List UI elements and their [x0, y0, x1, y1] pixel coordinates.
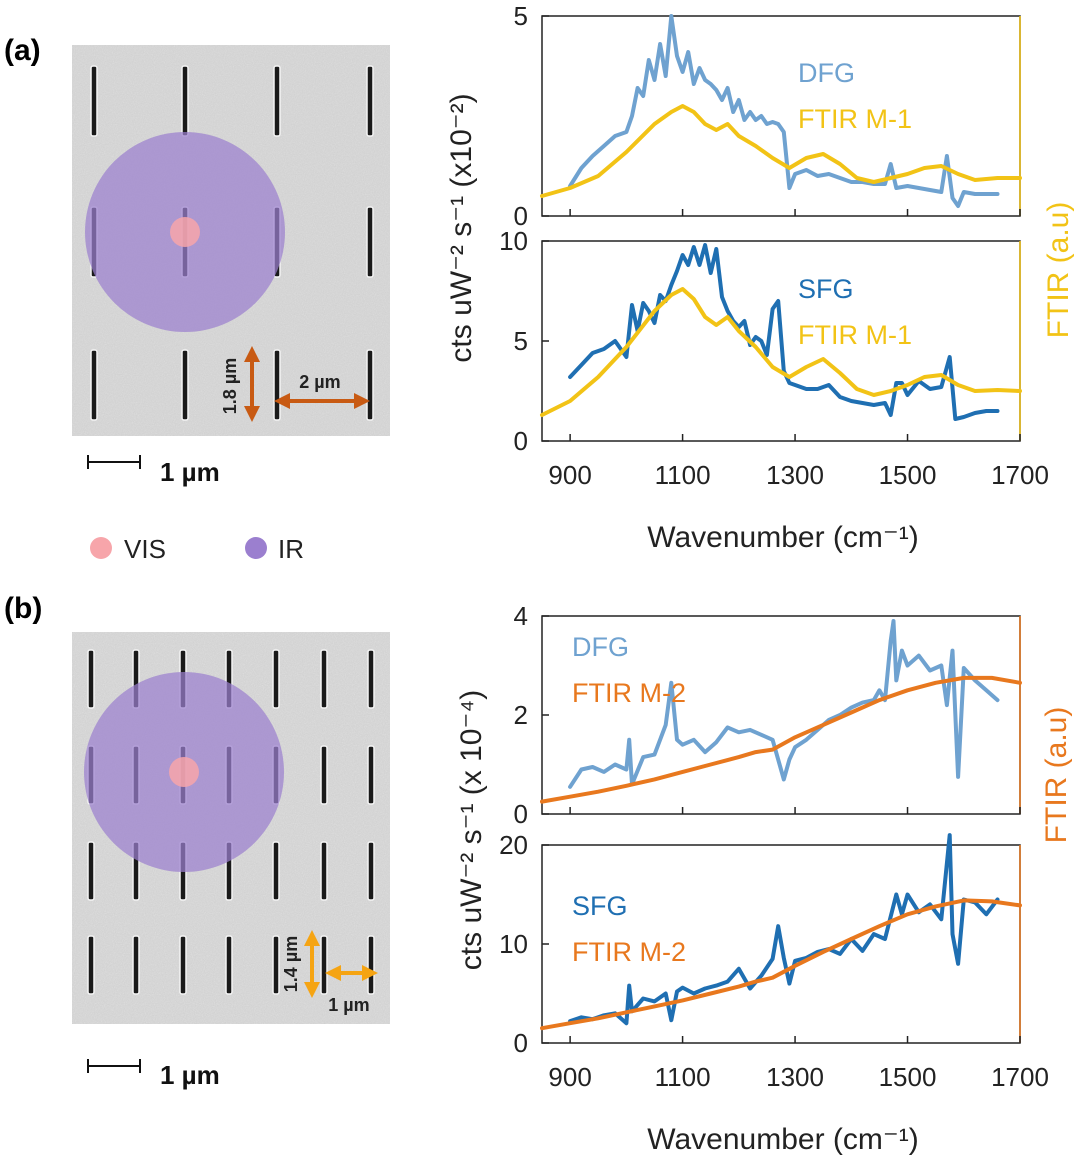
nanoslot [320, 745, 328, 805]
legend-entry-ftir-m-1: FTIR M-1 [798, 320, 912, 350]
chart-b-top: 0 2 4 DFG FTIR M-2 [514, 601, 1022, 829]
series-line-ftir-m-1 [540, 104, 1022, 198]
x-tick-label: 900 [548, 1062, 591, 1092]
series-line-sfg [568, 243, 1000, 421]
ir-key-dot [245, 537, 267, 559]
nanoslot [366, 206, 374, 278]
nanoslot [273, 65, 281, 137]
nanoslot [273, 349, 281, 421]
sem-image-a: 1.8 µm 2 µm [72, 45, 390, 436]
y-tick-label: 5 [514, 1, 528, 31]
x-tick-label: 1300 [766, 1062, 824, 1092]
nanoslot [272, 841, 280, 901]
x-tick-label: 1300 [766, 460, 824, 490]
nanoslot [90, 65, 98, 137]
nanoslot [367, 745, 375, 805]
y-tick-label: 0 [514, 1028, 528, 1058]
nanoslot [272, 649, 280, 709]
nanoslot [90, 349, 98, 421]
nanoslot [367, 935, 375, 995]
sem-image-b: 1.4 µm 1 µm [72, 632, 390, 1024]
series-line-ftir-m-2 [540, 675, 1022, 804]
series-line-dfg [568, 14, 1000, 208]
y-tick-label: 4 [514, 601, 528, 631]
y-tick-label: 0 [514, 799, 528, 829]
nanoslot [87, 649, 95, 709]
panel-b-label: (b) [4, 592, 42, 625]
y-tick-label: 5 [514, 326, 528, 356]
y-tick-label: 20 [499, 830, 528, 860]
nanoslot [87, 841, 95, 901]
x-tick-label: 900 [548, 460, 591, 490]
dimension-label-horizontal: 2 µm [299, 372, 340, 392]
legend-entry-ftir-m-1: FTIR M-1 [798, 104, 912, 134]
panel-a-label: (a) [4, 34, 41, 67]
legend-entry-dfg: DFG [798, 58, 855, 88]
nanoslot [367, 841, 375, 901]
chart-a-top-frame [541, 15, 1021, 217]
y-tick-label: 0 [514, 201, 528, 231]
vis-spot [170, 217, 200, 247]
series-line-ftir-m-1 [540, 287, 1022, 417]
nanoslot [179, 935, 187, 995]
nanoslot [366, 65, 374, 137]
series-line-ftir-m-2 [540, 898, 1022, 1031]
dimension-label-vertical: 1.4 µm [281, 936, 301, 992]
legend-entry-ftir-m-2: FTIR M-2 [572, 678, 686, 708]
x-tick-label: 1500 [879, 1062, 937, 1092]
scale-bar-a: 1 µm [87, 455, 220, 487]
x-tick-label: 1500 [879, 460, 937, 490]
nanoslot [87, 935, 95, 995]
scale-bar-label: 1 µm [160, 1060, 220, 1090]
nanoslot [320, 649, 328, 709]
nanoslot [366, 349, 374, 421]
series-line-dfg [568, 619, 1000, 789]
y-axis-label-a: cts uW⁻² s⁻¹ (x10⁻²) [445, 93, 478, 362]
x-axis-label: Wavenumber (cm⁻¹) [647, 1123, 918, 1156]
vis-key-dot [90, 537, 112, 559]
nanoslot [320, 841, 328, 901]
chart-a-top: 0 5 DFG FTIR M-1 [514, 1, 1022, 231]
right-axis-label-b: FTIR (a.u) [1040, 707, 1073, 844]
legend-entry-sfg: SFG [572, 891, 628, 921]
legend-entry-dfg: DFG [572, 632, 629, 662]
nanoslot [225, 935, 233, 995]
x-tick-label: 1700 [991, 460, 1049, 490]
series-line-sfg [568, 833, 1000, 1026]
y-tick-label: 10 [499, 226, 528, 256]
dimension-label-vertical: 1.8 µm [220, 358, 240, 414]
chart-b-bottom: 0 10 20 900 1100 1300 1500 1700 Wavenumber (cm⁻¹… [499, 830, 1049, 1156]
x-tick-label: 1700 [991, 1062, 1049, 1092]
nanoslot [181, 65, 189, 137]
scale-bar-label: 1 µm [160, 457, 220, 487]
y-tick-label: 0 [514, 426, 528, 456]
y-tick-label: 10 [499, 929, 528, 959]
chart-a-bottom: 0 5 10 900 1100 1300 1500 1700 Wavenumber (cm⁻¹)… [499, 226, 1049, 554]
legend-entry-ftir-m-2: FTIR M-2 [572, 937, 686, 967]
nanoslot [132, 935, 140, 995]
ir-key-label: IR [278, 534, 304, 564]
nanoslot [320, 935, 328, 995]
vis-spot [169, 757, 199, 787]
y-axis-label-b: cts uW⁻² s⁻¹ (x 10⁻⁴) [455, 690, 488, 970]
legend-entry-sfg: SFG [798, 274, 854, 304]
laser-spot-key: VIS IR [90, 534, 304, 564]
dimension-label-horizontal: 1 µm [328, 995, 369, 1015]
nanoslot [181, 349, 189, 421]
scale-bar-b: 1 µm [87, 1059, 220, 1090]
x-tick-label: 1100 [655, 1062, 711, 1092]
nanoslot [367, 649, 375, 709]
nanoslot [272, 935, 280, 995]
vis-key-label: VIS [124, 534, 166, 564]
x-tick-label: 1100 [655, 460, 711, 490]
x-axis-label: Wavenumber (cm⁻¹) [647, 521, 918, 554]
right-axis-label-a: FTIR (a.u) [1042, 202, 1075, 339]
y-tick-label: 2 [514, 700, 528, 730]
